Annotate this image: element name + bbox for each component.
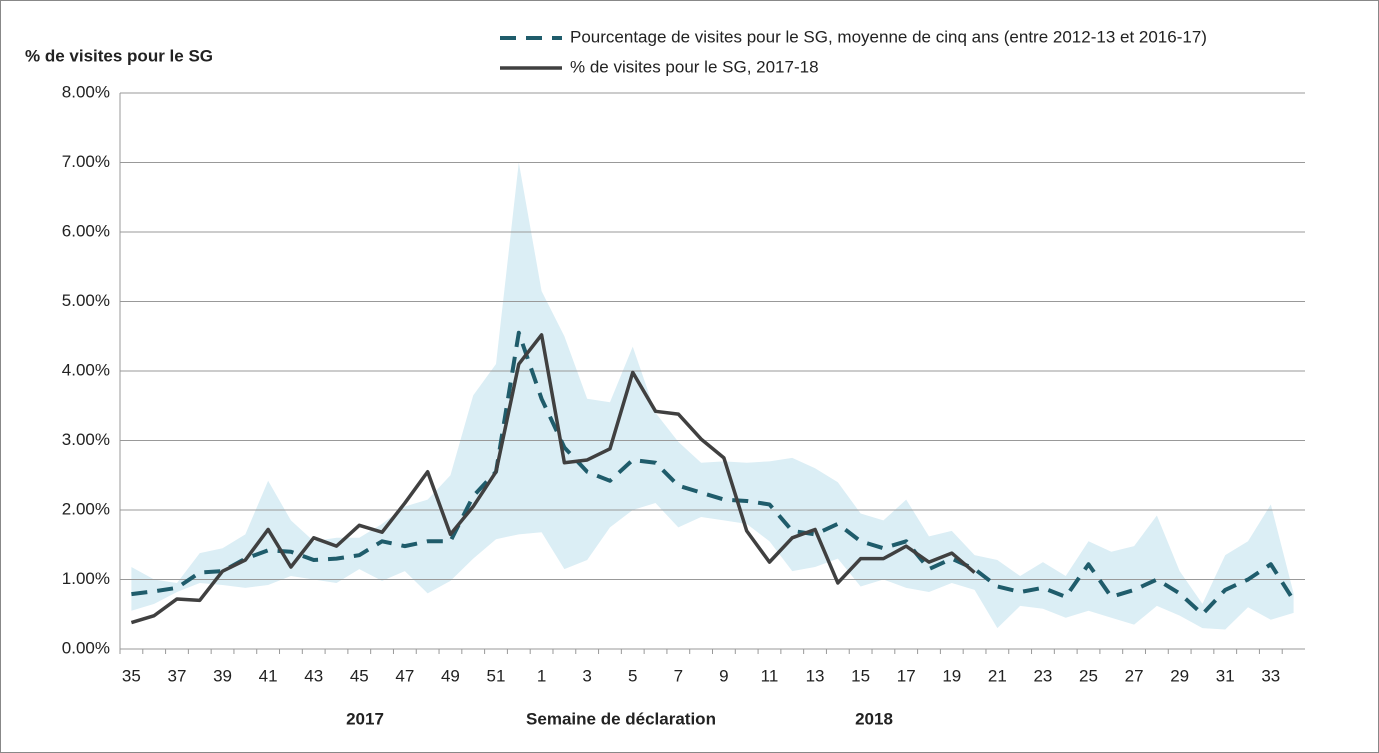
x-tick-label: 31 — [1216, 666, 1235, 685]
x-tick-label: 47 — [395, 666, 414, 685]
x-tick-label: 13 — [806, 666, 825, 685]
y-tick-label: 6.00% — [62, 221, 110, 240]
x-tick-label: 3 — [582, 666, 591, 685]
x-tick-label: 11 — [761, 666, 779, 685]
legend-label: % de visites pour le SG, 2017-18 — [570, 57, 819, 76]
range-band — [131, 162, 1294, 630]
x-tick-label: 5 — [628, 666, 637, 685]
y-tick-label: 8.00% — [62, 82, 110, 101]
y-tick-label: 3.00% — [62, 430, 110, 449]
x-tick-label: 25 — [1079, 666, 1098, 685]
x-tick-label: 37 — [168, 666, 187, 685]
x-tick-label: 35 — [122, 666, 141, 685]
x-tick-label: 27 — [1125, 666, 1144, 685]
x-tick-label: 29 — [1170, 666, 1189, 685]
x-tick-label: 7 — [674, 666, 683, 685]
x-tick-label: 33 — [1261, 666, 1280, 685]
x-tick-label: 51 — [487, 666, 506, 685]
x-tick-label: 49 — [441, 666, 460, 685]
x-tick-label: 45 — [350, 666, 369, 685]
y-tick-label: 7.00% — [62, 152, 110, 171]
y-axis-title: % de visites pour le SG — [25, 46, 213, 65]
x-tick-label: 17 — [897, 666, 916, 685]
x-tick-label: 15 — [851, 666, 870, 685]
y-tick-label: 0.00% — [62, 638, 110, 657]
legend-label: Pourcentage de visites pour le SG, moyen… — [570, 27, 1207, 46]
x-tick-label: 21 — [988, 666, 1007, 685]
y-tick-label: 5.00% — [62, 291, 110, 310]
x-axis-title: Semaine de déclaration — [526, 709, 716, 728]
data-line — [130, 333, 976, 625]
x-tick-label: 1 — [537, 666, 546, 685]
x-tick-label: 23 — [1033, 666, 1052, 685]
data-line — [131, 330, 1296, 617]
y-tick-label: 4.00% — [62, 360, 110, 379]
y-tick-label: 2.00% — [62, 499, 110, 518]
year-label: 2018 — [855, 709, 893, 728]
x-tick-label: 39 — [213, 666, 232, 685]
x-tick-label: 41 — [259, 666, 278, 685]
y-tick-label: 1.00% — [62, 569, 110, 588]
year-label: 2017 — [346, 709, 384, 728]
x-tick-label: 19 — [942, 666, 961, 685]
x-tick-label: 43 — [304, 666, 323, 685]
x-tick-label: 9 — [719, 666, 728, 685]
